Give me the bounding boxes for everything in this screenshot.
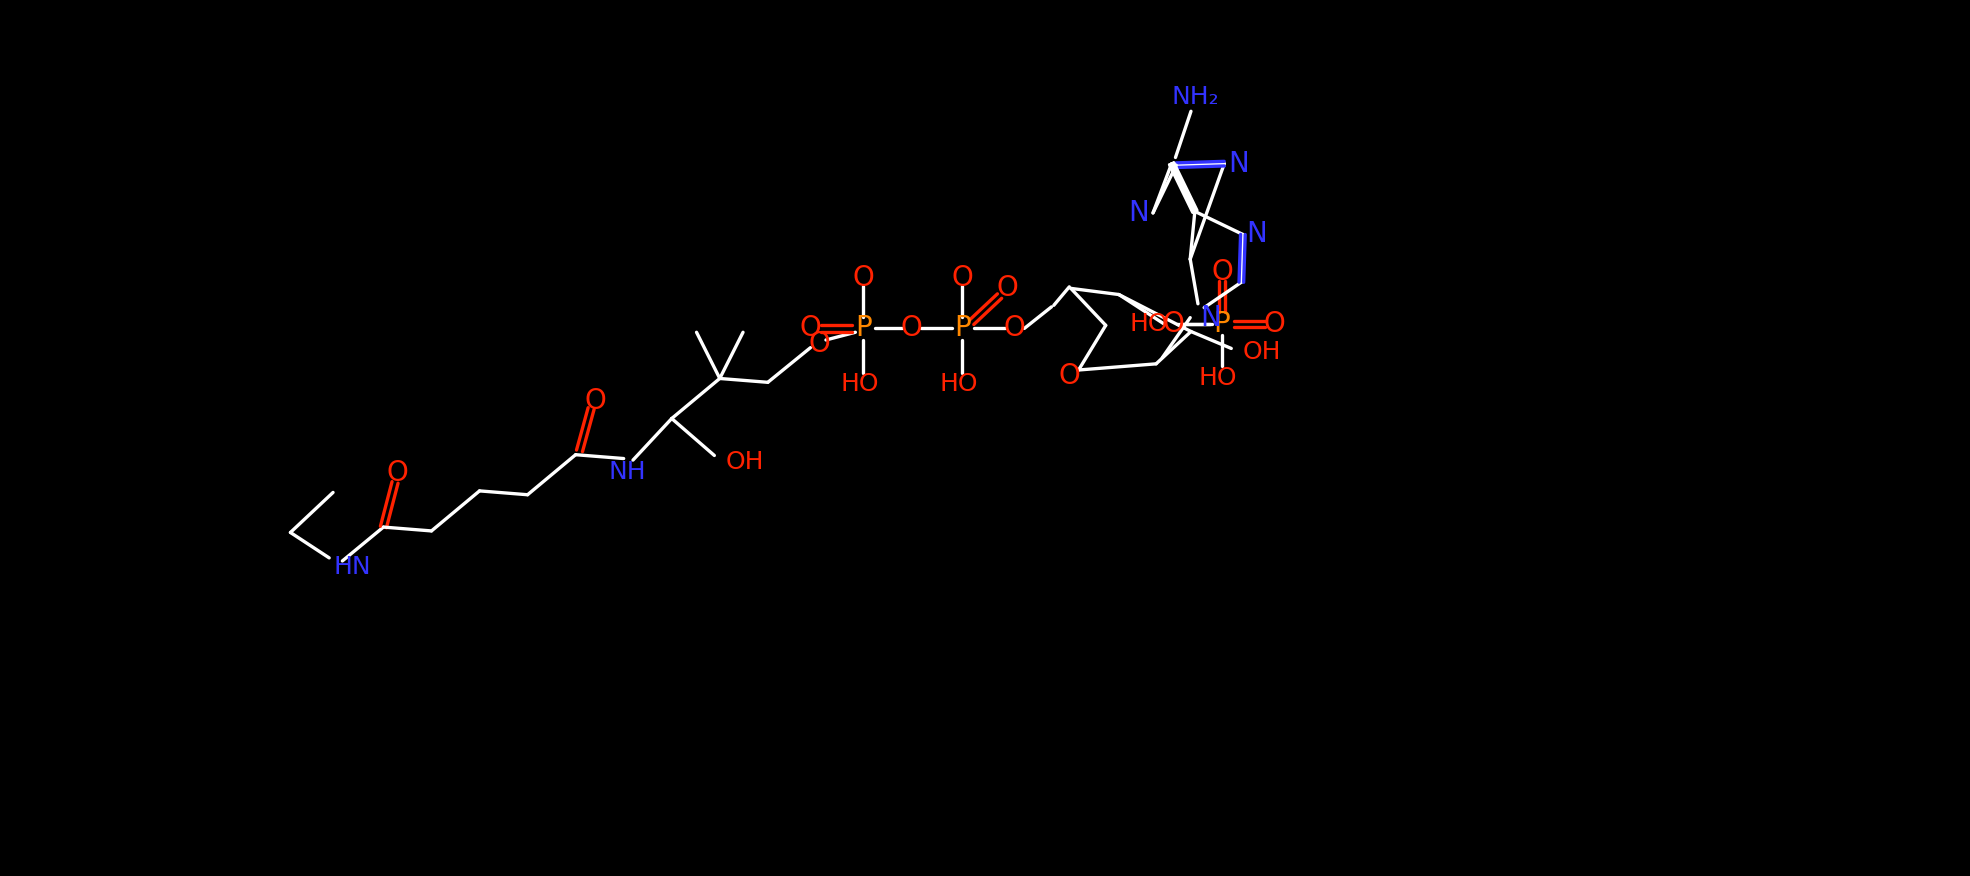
- Text: OH: OH: [1243, 340, 1280, 364]
- Text: P: P: [1214, 310, 1231, 338]
- Text: N: N: [1247, 221, 1267, 249]
- Text: O: O: [800, 314, 821, 343]
- Text: O: O: [1003, 314, 1024, 343]
- Text: P: P: [953, 314, 971, 343]
- Text: NH₂: NH₂: [1170, 86, 1219, 110]
- Text: O: O: [810, 330, 831, 357]
- Text: HO: HO: [1200, 365, 1237, 390]
- Text: HO: HO: [839, 371, 879, 396]
- Text: O: O: [997, 274, 1018, 302]
- Text: NH: NH: [609, 461, 646, 484]
- Text: O: O: [1162, 310, 1184, 338]
- Text: O: O: [900, 314, 922, 343]
- Text: N: N: [1227, 150, 1249, 178]
- Text: HO: HO: [940, 371, 977, 396]
- Text: O: O: [1212, 258, 1233, 286]
- Text: O: O: [386, 459, 408, 487]
- Text: HO: HO: [1129, 312, 1168, 336]
- Text: O: O: [1263, 310, 1284, 338]
- Text: P: P: [855, 314, 871, 343]
- Text: N: N: [1200, 304, 1221, 332]
- Text: O: O: [853, 265, 875, 293]
- Text: OH: OH: [727, 449, 764, 474]
- Text: O: O: [585, 387, 607, 415]
- Text: O: O: [1058, 362, 1080, 390]
- Text: N: N: [1129, 199, 1149, 227]
- Text: HN: HN: [333, 555, 370, 579]
- Text: O: O: [952, 265, 973, 293]
